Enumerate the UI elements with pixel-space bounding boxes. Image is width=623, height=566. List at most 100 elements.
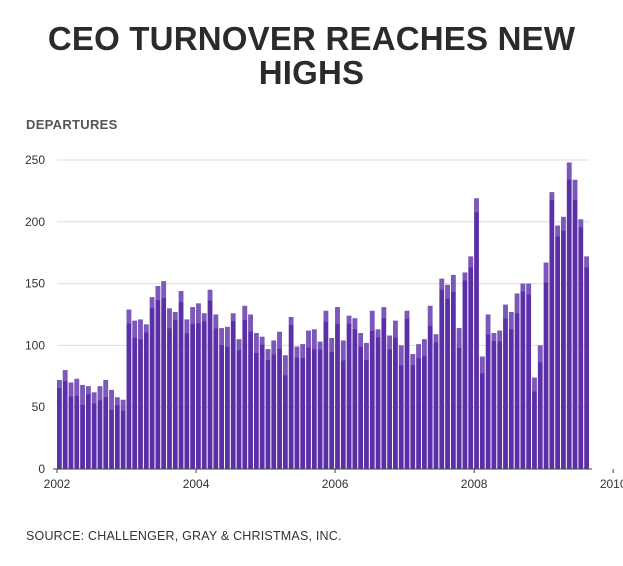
bar xyxy=(329,337,335,469)
bar xyxy=(555,225,561,469)
bar xyxy=(526,283,532,469)
bar-highlight xyxy=(532,377,537,392)
bar-highlight xyxy=(300,344,306,359)
bar xyxy=(68,382,74,469)
bar-highlight xyxy=(103,380,109,398)
bar-highlight xyxy=(485,314,491,335)
bar xyxy=(248,314,253,469)
bar-highlight xyxy=(196,303,201,324)
bar xyxy=(149,297,155,469)
bar-highlight xyxy=(537,345,543,363)
bar-highlight xyxy=(410,354,416,366)
bar xyxy=(317,341,323,469)
bar xyxy=(421,339,427,469)
bar-highlight xyxy=(201,313,207,322)
bar-highlight xyxy=(68,382,74,397)
bar xyxy=(468,256,474,469)
bar xyxy=(311,329,317,469)
bar xyxy=(393,320,398,469)
bar xyxy=(230,313,236,469)
bar xyxy=(543,262,549,469)
bar-highlight xyxy=(277,331,282,349)
bar xyxy=(404,310,410,469)
bar-highlight xyxy=(398,345,404,366)
bar xyxy=(184,319,190,469)
y-tick-label: 50 xyxy=(32,400,46,414)
bar xyxy=(294,346,300,469)
bar xyxy=(578,219,584,469)
bar-highlight xyxy=(225,326,230,347)
bar xyxy=(474,198,479,469)
bar-highlight xyxy=(358,333,364,348)
bar-highlight xyxy=(242,305,248,320)
bar-highlight xyxy=(132,320,138,338)
y-tick-label: 0 xyxy=(38,462,45,476)
y-tick-label: 200 xyxy=(25,215,45,229)
x-tick-label: 2002 xyxy=(44,477,71,491)
y-axis-label: DEPARTURES xyxy=(26,117,118,132)
bar xyxy=(57,380,62,469)
bar-highlight xyxy=(236,339,242,351)
bar xyxy=(201,313,207,469)
bar-highlight xyxy=(387,335,393,350)
bar-highlight xyxy=(340,340,346,361)
bar-highlight xyxy=(572,179,578,200)
source-note: SOURCE: CHALLENGER, GRAY & CHRISTMAS, IN… xyxy=(26,529,342,543)
bar xyxy=(497,330,503,469)
bar-highlight xyxy=(381,307,387,319)
bar-highlight xyxy=(97,386,103,401)
bar xyxy=(155,286,161,469)
bar xyxy=(167,308,172,469)
y-tick-label: 100 xyxy=(25,338,45,352)
bar-highlight xyxy=(508,312,514,330)
bar xyxy=(282,355,288,469)
bar xyxy=(433,334,439,469)
bar-highlight xyxy=(288,316,294,325)
bar xyxy=(97,386,103,469)
bar xyxy=(485,314,491,469)
bar-highlight xyxy=(421,339,427,357)
bar xyxy=(508,312,514,469)
bar xyxy=(410,354,416,469)
bar xyxy=(277,331,282,469)
bar-highlight xyxy=(445,284,450,299)
bar xyxy=(109,389,114,469)
bar xyxy=(346,315,352,469)
bar-highlight xyxy=(329,337,335,352)
bar xyxy=(532,377,537,469)
bar xyxy=(514,293,520,469)
bar xyxy=(207,289,213,469)
bar xyxy=(462,272,468,469)
bar-highlight xyxy=(566,162,572,180)
bar xyxy=(132,320,138,469)
bar-highlight xyxy=(80,384,85,405)
bar-highlight xyxy=(167,308,172,329)
bar-highlight xyxy=(369,310,375,331)
x-tick-labels: 2002200420062008201020122014201620182020… xyxy=(44,469,623,491)
bar-highlight xyxy=(219,328,225,346)
x-tick-label: 2006 xyxy=(322,477,349,491)
bar xyxy=(161,281,167,469)
bar xyxy=(74,378,80,469)
bar xyxy=(364,342,369,469)
bar-highlight xyxy=(335,307,340,325)
bar xyxy=(196,303,201,469)
bar-highlight xyxy=(282,355,288,376)
bar xyxy=(91,392,97,469)
bar-highlight xyxy=(207,289,213,301)
bar xyxy=(85,386,91,469)
bar-highlight xyxy=(172,312,178,321)
bar-highlight xyxy=(393,320,398,338)
bar xyxy=(300,344,306,469)
bar-highlight xyxy=(155,286,161,301)
bar-highlight xyxy=(543,262,549,283)
bar-highlight xyxy=(352,318,358,330)
bar xyxy=(381,307,387,469)
bar-highlight xyxy=(271,340,277,355)
bar xyxy=(265,349,271,469)
bar xyxy=(456,328,462,469)
bar-highlight xyxy=(138,319,143,340)
bar-highlight xyxy=(404,310,410,319)
bar xyxy=(445,284,450,469)
